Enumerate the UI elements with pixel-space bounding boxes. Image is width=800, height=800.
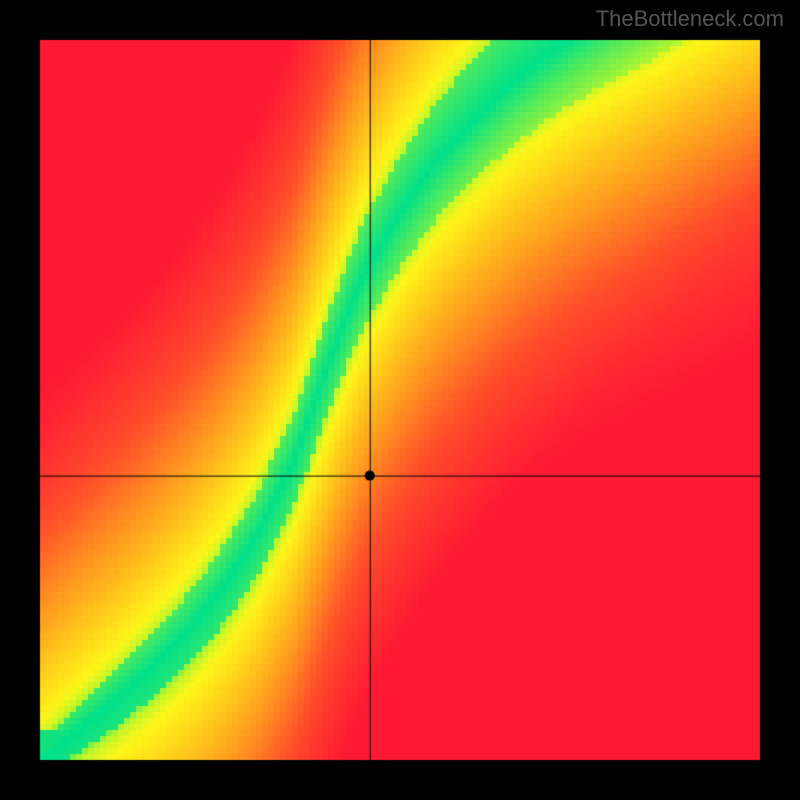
chart-container: TheBottleneck.com [0,0,800,800]
bottleneck-heatmap [0,0,800,800]
watermark-text: TheBottleneck.com [596,6,784,32]
